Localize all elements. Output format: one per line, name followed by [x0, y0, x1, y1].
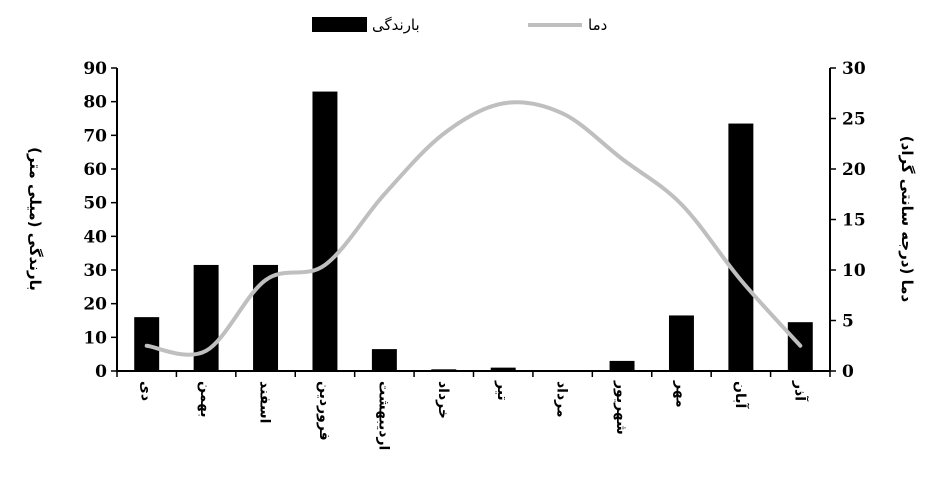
y-tick-right-label: 30	[842, 59, 866, 79]
bar-2	[253, 264, 279, 371]
y-tick-left-label: 0	[95, 362, 107, 382]
legend-label-rainfall: بارندگی	[372, 16, 420, 34]
y-axis-title-left: بارندگی (میلی متر)	[26, 147, 44, 291]
y-tick-right-label: 15	[842, 211, 866, 231]
y-tick-left-label: 50	[83, 194, 107, 214]
x-tick-label: بهمن	[197, 381, 213, 417]
x-tick-label: خرداد	[435, 381, 451, 419]
legend-label-temperature: دما	[588, 16, 607, 34]
y-tick-left-label: 10	[83, 328, 107, 348]
y-tick-right-label: 25	[842, 110, 866, 130]
y-tick-right-label: 20	[842, 160, 866, 180]
y-tick-left-label: 40	[83, 227, 107, 247]
temperature-line	[144, 100, 803, 357]
x-tick-label: فروردین	[316, 381, 332, 441]
x-tick-label: آذر	[791, 380, 809, 402]
bar-8	[609, 360, 635, 371]
x-tick-label: تیر	[494, 380, 510, 401]
y-tick-right-label: 5	[842, 312, 854, 332]
x-tick-label: دی	[138, 381, 154, 401]
bar-10	[728, 123, 754, 371]
bar-3	[312, 91, 338, 372]
y-tick-right-label: 0	[842, 362, 854, 382]
x-tick-label: مهر	[672, 380, 688, 408]
y-tick-left-label: 90	[83, 59, 107, 79]
y-tick-left-label: 80	[83, 93, 107, 113]
y-tick-left-label: 20	[83, 295, 107, 315]
x-tick-label: شهریور	[613, 380, 629, 435]
plot-area: 0 10 20 30 40 50 60 70 80 90 0 5 10 15 20 25 30 دی بهمن اسف…	[83, 59, 866, 450]
y-tick-left-label: 70	[83, 126, 107, 146]
x-tick-label: مرداد	[554, 381, 570, 418]
x-tick-label: آبان	[732, 381, 750, 409]
y-axis-title-right: دما (درجه سانتی گراد)	[898, 136, 916, 303]
y-tick-left-label: 30	[83, 261, 107, 281]
bar-4	[371, 349, 397, 371]
y-tick-left-label: 60	[83, 160, 107, 180]
bar-6	[490, 367, 516, 371]
x-tick-label: اردیبهشت	[375, 381, 391, 450]
y-tick-right-label: 10	[842, 261, 866, 281]
legend-swatch-rainfall	[312, 17, 367, 32]
bar-9	[668, 315, 694, 371]
x-tick-label: اسفند	[257, 381, 273, 423]
chart-legend: بارندگی دما	[312, 16, 607, 34]
